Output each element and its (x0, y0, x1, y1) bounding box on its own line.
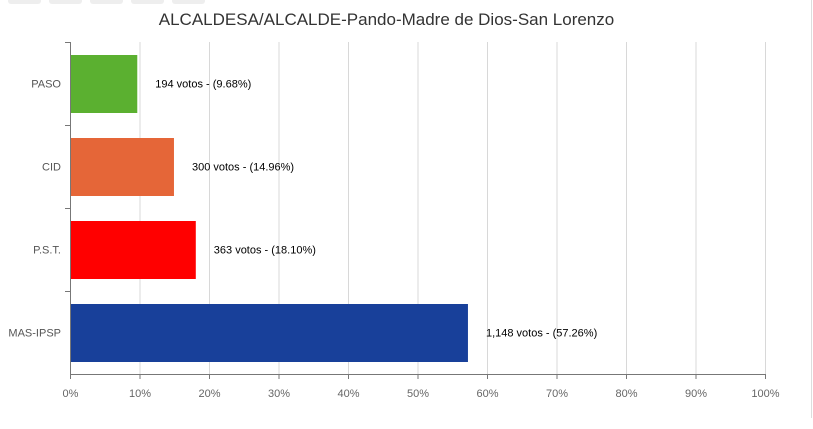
x-tick-label: 60% (476, 388, 498, 400)
x-tick-label: 40% (337, 388, 359, 400)
data-label: 363 votos - (18.10%) (214, 245, 316, 257)
bar-cid (71, 138, 174, 196)
data-label: 194 votos - (9.68%) (155, 79, 251, 91)
category-label: PASO (31, 79, 61, 91)
category-label: P.S.T. (33, 245, 61, 257)
tab[interactable] (90, 0, 123, 4)
chart-title: ALCALDESA/ALCALDE-Pando-Madre de Dios-Sa… (158, 10, 615, 29)
tab[interactable] (49, 0, 82, 4)
data-label: 300 votos - (14.96%) (192, 162, 294, 174)
x-tick-label: 70% (546, 388, 568, 400)
tab[interactable] (8, 0, 41, 4)
panel-border (811, 0, 812, 418)
bar-pst (71, 221, 196, 279)
bar-masipsp (71, 304, 468, 362)
tab[interactable] (172, 0, 205, 4)
x-tick-label: 0% (63, 388, 79, 400)
data-label: 1,148 votos - (57.26%) (486, 328, 597, 340)
x-tick-label: 30% (268, 388, 290, 400)
bar-paso (71, 55, 138, 113)
x-tick-label: 20% (198, 388, 220, 400)
x-tick-label: 50% (407, 388, 429, 400)
top-tabs (8, 0, 205, 4)
category-label: MAS-IPSP (8, 328, 61, 340)
x-tick-label: 100% (751, 388, 779, 400)
x-tick-label: 90% (685, 388, 707, 400)
tab[interactable] (131, 0, 164, 4)
x-tick-label: 10% (129, 388, 151, 400)
x-tick-label: 80% (615, 388, 637, 400)
category-label: CID (42, 162, 61, 174)
